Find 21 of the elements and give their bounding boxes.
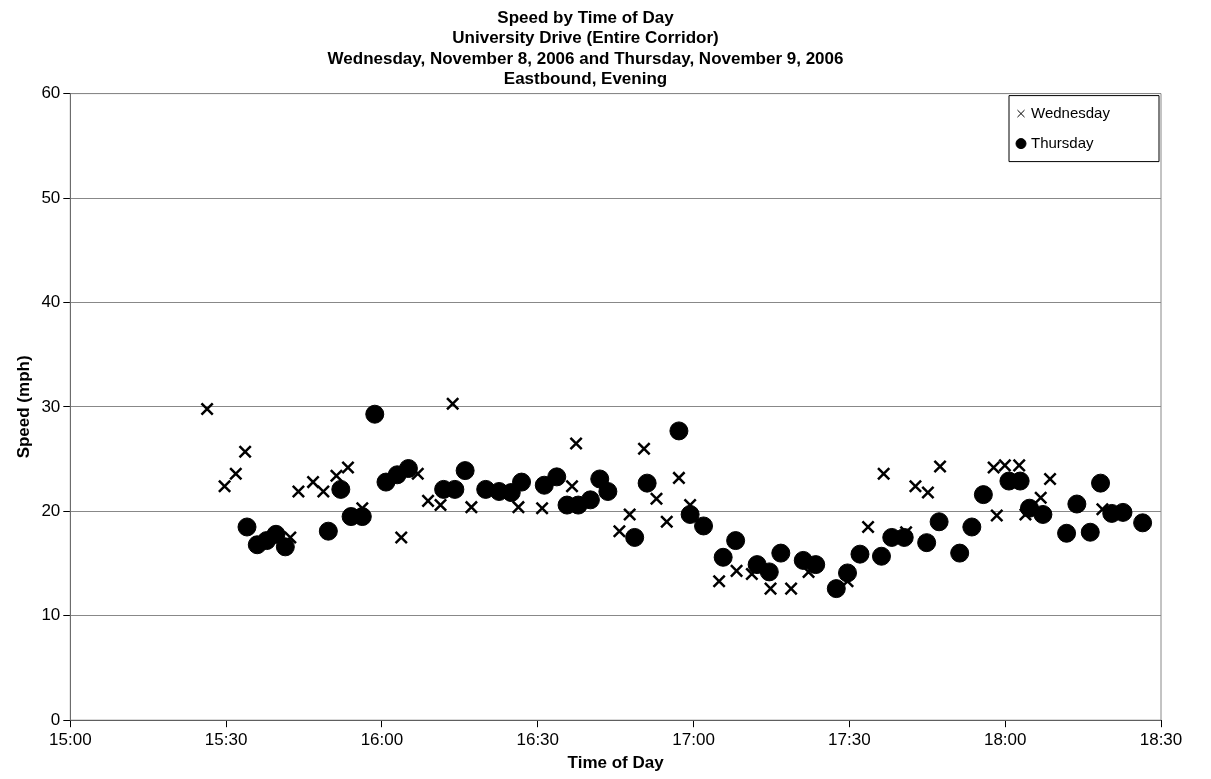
- legend-label: Wednesday: [1031, 103, 1111, 121]
- chart-title: Speed by Time of Day: [497, 7, 675, 27]
- y-tick-label: 30: [41, 396, 61, 416]
- x-tick-label: 16:00: [360, 730, 404, 750]
- chart-subtitle: University Drive (Entire Corridor) Wednesday, November 8, 2006 and Thursday, November 9, 2006 Eastbound, Evening: [327, 28, 844, 89]
- y-tick-label: 0: [50, 709, 61, 729]
- x-tick-label: 15:00: [49, 730, 92, 750]
- y-tick-label: 60: [41, 83, 61, 103]
- x-tick-label: 16:30: [516, 730, 560, 750]
- y-tick-label: 40: [41, 292, 61, 312]
- y-axis-title: Speed (mph): [13, 355, 33, 459]
- y-tick-label: 10: [41, 605, 61, 625]
- x-tick-label: 17:00: [672, 730, 715, 750]
- y-tick-label: 20: [41, 501, 61, 521]
- y-tick-label: 50: [41, 187, 61, 207]
- legend-label: Thursday: [1031, 133, 1095, 151]
- x-tick-label: 18:00: [983, 730, 1027, 750]
- x-axis-title: Time of Day: [567, 753, 665, 773]
- x-tick-label: 15:30: [204, 730, 248, 750]
- x-tick-label: 18:30: [1139, 730, 1183, 750]
- x-tick-label: 17:30: [828, 730, 871, 750]
